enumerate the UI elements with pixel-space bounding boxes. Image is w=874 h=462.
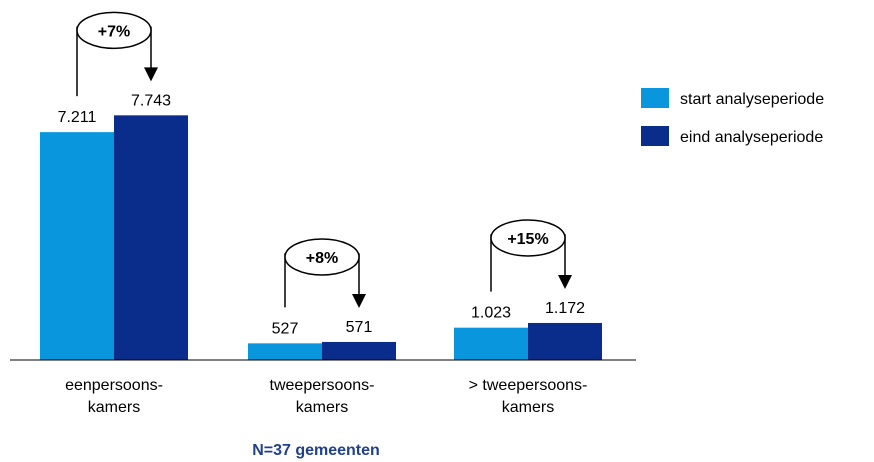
data-label: 571 (346, 319, 373, 336)
bar (454, 327, 528, 360)
data-label: 1.023 (471, 305, 511, 322)
annotation: +8% (306, 250, 338, 267)
x-tick-label: eenpersoons-kamers (65, 377, 163, 416)
annotation-oval (284, 238, 360, 276)
annotation-oval (76, 11, 152, 50)
bar (248, 343, 322, 360)
bar (528, 322, 602, 360)
bar (40, 132, 114, 360)
data-label: 7.743 (131, 92, 171, 109)
x-tick-label: tweepersoons-kamers (270, 377, 375, 416)
legend-label: eind analyseperiode (680, 129, 823, 146)
annotation: +15% (507, 231, 548, 248)
bar (114, 115, 188, 360)
legend-label: start analyseperiode (680, 91, 824, 108)
arrow-head (558, 274, 572, 289)
legend-swatch (641, 88, 669, 108)
data-label: 7.211 (58, 109, 97, 126)
legend-swatch (641, 126, 669, 146)
arrow-head (352, 293, 366, 308)
data-label: 527 (272, 320, 299, 337)
bar (322, 341, 396, 360)
annotation-oval (490, 219, 566, 257)
arrow-head (144, 67, 158, 82)
footnote: N=37 gemeenten (252, 442, 380, 459)
data-label: 1.172 (545, 300, 585, 317)
x-tick-label: > tweepersoons-kamers (469, 377, 588, 416)
annotation: +7% (98, 23, 130, 40)
